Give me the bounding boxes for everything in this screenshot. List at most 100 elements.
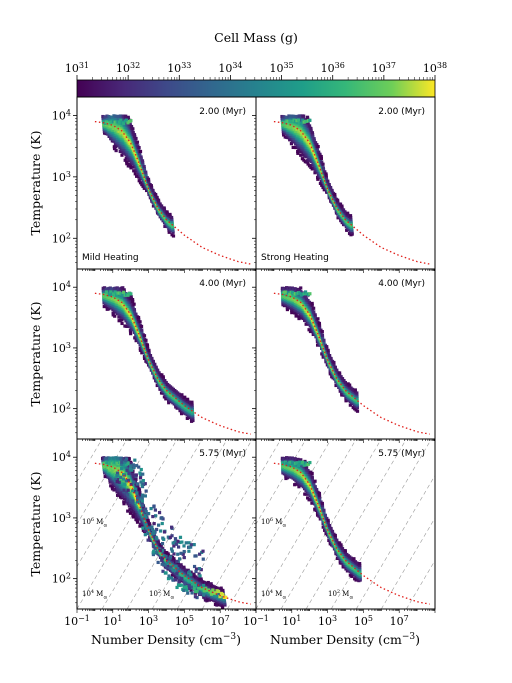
heatmap-cell xyxy=(332,362,336,366)
heatmap-cell xyxy=(201,557,205,561)
heatmap-cell xyxy=(313,315,317,319)
heatmap-cell xyxy=(310,301,314,306)
heatmap-cell xyxy=(326,179,330,183)
heatmap-cell xyxy=(340,377,345,381)
heatmap-cell xyxy=(209,582,213,586)
heatmap-cell xyxy=(139,157,143,161)
heatmap-cell xyxy=(307,300,312,304)
heatmap-cell xyxy=(316,145,320,149)
y-tick-label: 102 xyxy=(52,231,71,246)
jeans-mass-line xyxy=(77,439,153,568)
heatmap-cell xyxy=(171,568,176,572)
heatmap-cell xyxy=(307,124,312,128)
heating-label: Mild Heating xyxy=(82,253,139,263)
heatmap-cell xyxy=(336,198,340,202)
heatmap-cell xyxy=(141,184,145,188)
heatmap-cell xyxy=(135,140,140,144)
heatmap-cell xyxy=(303,118,307,122)
heatmap-cell xyxy=(112,146,117,151)
heatmap-cell xyxy=(109,290,113,294)
heatmap-cell xyxy=(120,293,124,297)
heatmap-cell xyxy=(144,523,148,527)
heatmap-cell xyxy=(310,131,315,135)
colorbar-tick-label: 1038 xyxy=(423,61,447,76)
heatmap-cell xyxy=(137,146,141,150)
heatmap-cell xyxy=(315,148,319,152)
heatmap-cell xyxy=(299,286,303,290)
heatmap-cell xyxy=(112,292,116,296)
heatmap-cell xyxy=(316,317,320,321)
heatmap-cell xyxy=(129,295,133,299)
heatmap-cell xyxy=(190,402,194,406)
heatmap-cell xyxy=(125,162,129,166)
colorbar-tick-labels: 1031 1032 1033 1034 1035 1036 1037 1038 xyxy=(65,61,447,76)
heatmap-cell xyxy=(223,601,227,605)
heatmap-cell xyxy=(302,116,306,120)
heatmap-cell xyxy=(324,176,328,180)
heatmap-cell xyxy=(322,338,326,342)
heatmap-cell xyxy=(166,564,170,568)
heatmap-cell xyxy=(288,292,292,297)
heatmap-cell xyxy=(110,485,114,489)
heatmap-cell xyxy=(190,409,195,413)
heatmap-cell xyxy=(142,166,146,170)
heatmap-cell xyxy=(131,305,135,309)
heatmap-cell xyxy=(189,588,193,592)
heatmap-cell xyxy=(324,172,328,176)
heatmap-cell xyxy=(138,153,142,157)
heatmap-cell xyxy=(192,587,196,591)
heatmap-cell xyxy=(146,346,150,351)
heatmap-cell xyxy=(336,200,340,204)
heatmap-cell xyxy=(144,172,148,176)
heatmap-cell xyxy=(186,397,190,401)
heatmap-cell xyxy=(113,314,117,318)
heatmap-cell xyxy=(348,214,353,218)
heatmap-cell xyxy=(136,147,140,152)
heatmap-cell xyxy=(187,586,192,590)
heatmap-cell xyxy=(302,292,306,296)
y-tick-label: 103 xyxy=(52,340,71,355)
heatmap-cell xyxy=(137,487,141,491)
heatmap-cell xyxy=(202,593,206,597)
heatmap-cell xyxy=(180,393,184,397)
heatmap-cell xyxy=(195,589,199,594)
colorbar-ticks xyxy=(76,75,436,80)
heatmap-cell xyxy=(198,552,202,556)
heatmap-cell xyxy=(142,508,146,512)
heatmap-cell xyxy=(176,552,180,556)
heatmap-cell xyxy=(130,471,134,475)
panel-r1-c2: 2.00 (Myr) Strong Heating xyxy=(252,96,436,273)
heatmap-cell xyxy=(126,293,130,297)
heatmap-cell xyxy=(282,133,286,137)
heatmap-cell xyxy=(327,183,331,187)
heatmap-cell xyxy=(164,380,168,385)
heatmap-cell xyxy=(149,184,153,188)
heatmap-cell xyxy=(180,577,184,581)
heatmap-cell xyxy=(135,520,140,524)
heatmap-cell xyxy=(355,391,359,395)
heatmap-cell xyxy=(136,144,140,148)
time-label: 2.00 (Myr) xyxy=(199,107,246,117)
heatmap-cell xyxy=(131,473,136,477)
heatmap-cell xyxy=(167,401,171,405)
heatmap-cell xyxy=(350,226,354,231)
jeans-mass-line xyxy=(77,439,103,483)
heatmap-cell xyxy=(126,509,130,513)
heatmap-cell xyxy=(131,130,135,135)
heatmap-cell xyxy=(124,479,128,483)
heatmap-cell xyxy=(202,589,206,593)
heatmap-cell xyxy=(129,292,133,296)
heatmap-cell xyxy=(218,594,222,599)
heatmap-cell xyxy=(338,202,343,206)
heatmap-cell xyxy=(302,114,306,118)
heatmap-cell xyxy=(138,509,143,513)
heatmap-cell xyxy=(355,404,359,408)
heatmap-cell xyxy=(149,506,153,511)
heatmap-cell xyxy=(355,398,359,402)
heatmap-cell xyxy=(170,225,175,229)
heatmap-cell xyxy=(318,152,322,156)
heatmap-cell xyxy=(138,492,142,496)
heatmap-cell xyxy=(139,324,144,329)
heatmap-cell xyxy=(298,291,302,295)
heatmap-cell xyxy=(135,516,139,521)
